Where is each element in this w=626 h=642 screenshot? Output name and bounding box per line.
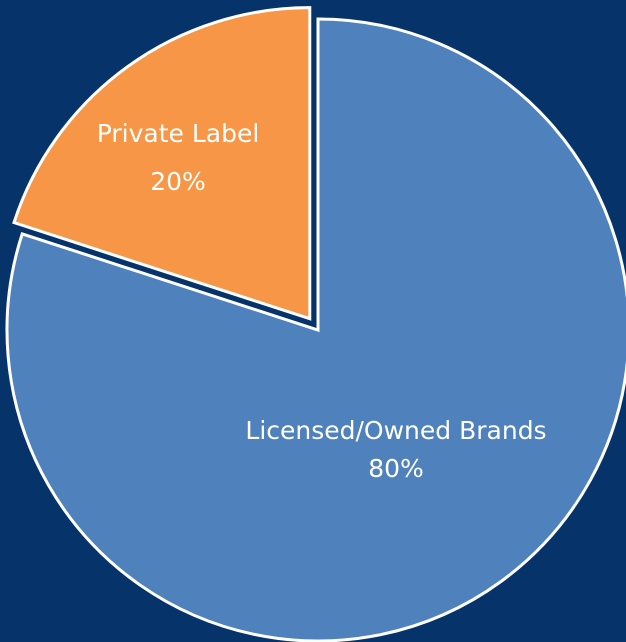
slice-category-label: Licensed/Owned Brands xyxy=(245,416,546,445)
slice-category-label: Private Label xyxy=(97,119,260,148)
pie-slice xyxy=(5,17,626,642)
slice-value-label: 20% xyxy=(150,167,206,196)
slice-value-label: 80% xyxy=(368,454,424,483)
pie-slice xyxy=(12,6,312,321)
